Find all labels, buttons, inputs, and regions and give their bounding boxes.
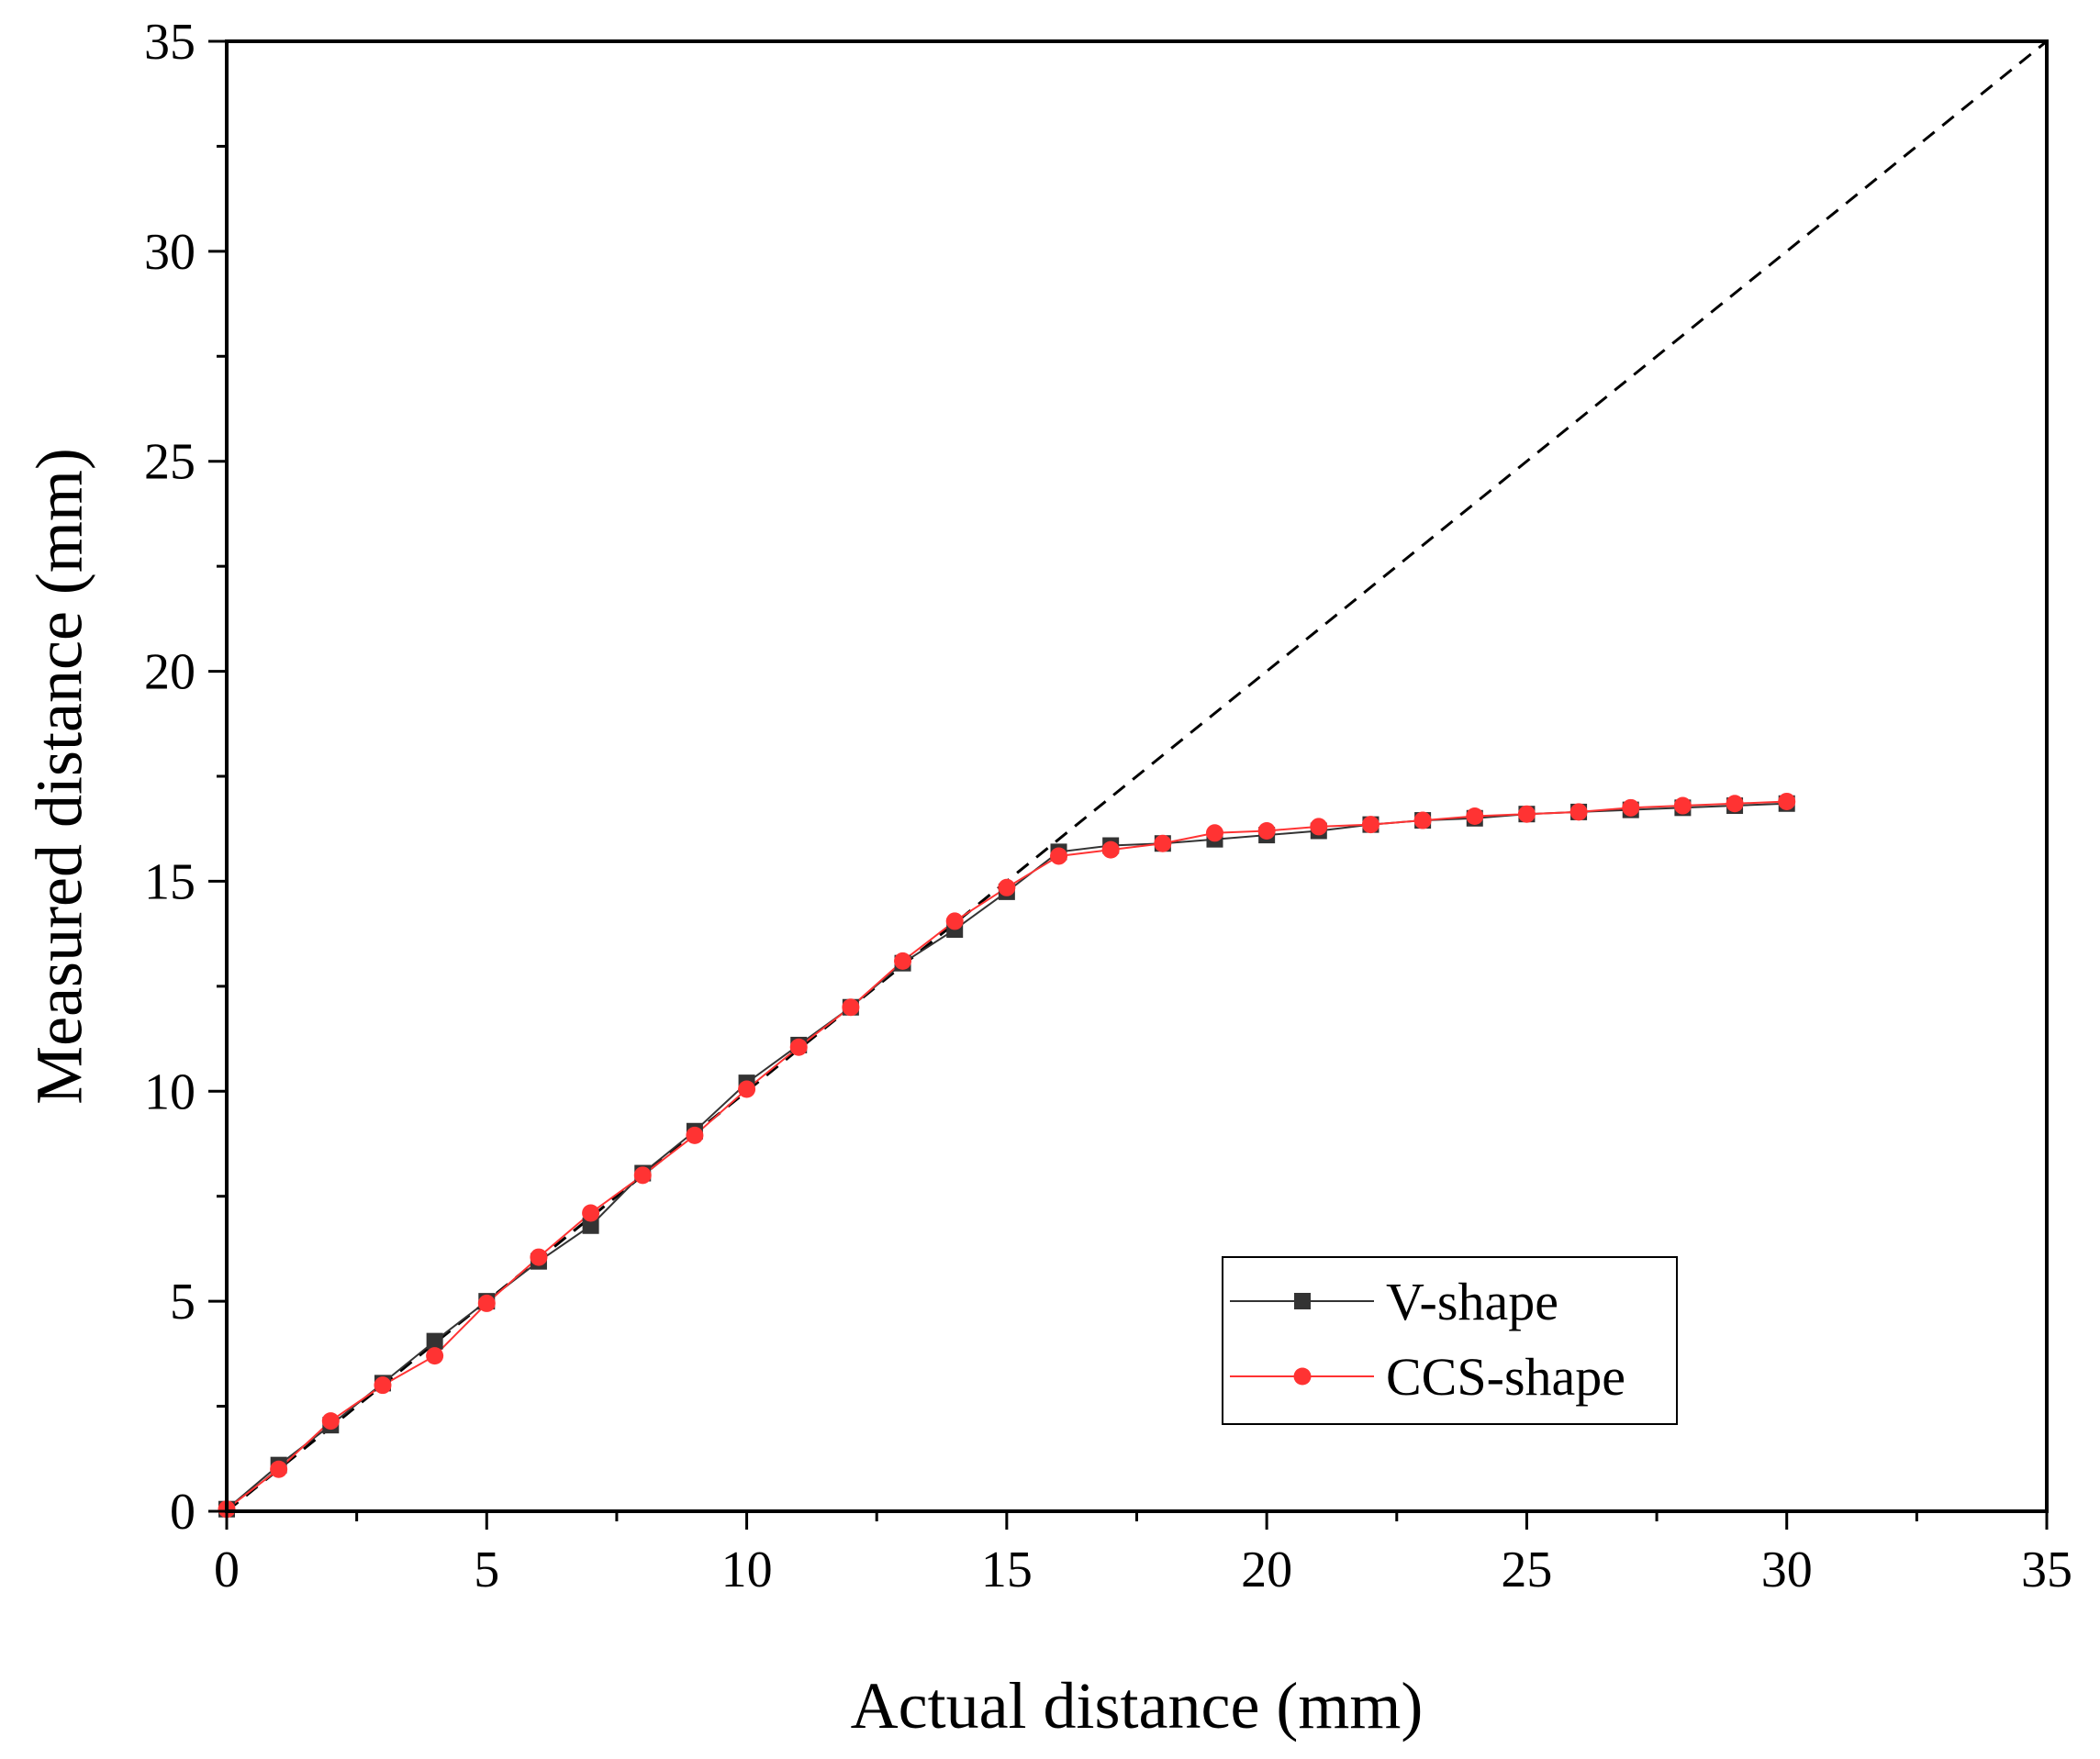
data-point-ccs-shape (1726, 795, 1744, 813)
data-point-ccs-shape (426, 1347, 444, 1365)
data-point-ccs-shape (1569, 803, 1588, 821)
y-tick-label: 0 (170, 1484, 195, 1541)
data-point-ccs-shape (477, 1294, 496, 1312)
data-point-ccs-shape (998, 878, 1016, 896)
x-tick-label: 0 (214, 1542, 240, 1598)
y-tick-label: 30 (144, 224, 195, 281)
data-point-ccs-shape (1101, 841, 1120, 859)
data-point-ccs-shape (1257, 822, 1276, 841)
data-point-ccs-shape (1205, 824, 1223, 842)
axis-ticks (208, 39, 2049, 1530)
data-point-ccs-shape (1517, 805, 1536, 823)
y-tick-label: 25 (144, 434, 195, 491)
data-point-ccs-shape (1622, 798, 1640, 817)
y-axis-title: Measured distance (mm) (23, 448, 96, 1105)
legend-box (1222, 1256, 1678, 1425)
y-tick-label: 5 (170, 1274, 195, 1330)
legend-label-v-shape: V-shape (1386, 1272, 1558, 1331)
x-tick-label: 35 (2021, 1542, 2072, 1598)
legend-marker-ccs-shape (1293, 1367, 1312, 1386)
data-point-v-shape (582, 1217, 599, 1234)
data-point-ccs-shape (321, 1412, 340, 1431)
y-tick-label: 10 (144, 1063, 195, 1120)
data-point-ccs-shape (894, 952, 912, 970)
data-point-ccs-shape (686, 1126, 704, 1144)
data-point-ccs-shape (1154, 834, 1172, 852)
x-tick-label: 25 (1501, 1542, 1552, 1598)
legend: V-shape CCS-shape (1222, 1256, 1678, 1425)
data-point-ccs-shape (842, 998, 860, 1017)
data-point-ccs-shape (1361, 816, 1380, 834)
data-point-v-shape (426, 1332, 443, 1350)
legend-marker-v-shape (1294, 1293, 1311, 1309)
data-point-ccs-shape (270, 1460, 288, 1478)
x-tick-label: 15 (981, 1542, 1033, 1598)
plot-markers (218, 792, 1796, 1519)
y-tick-label: 35 (144, 14, 195, 71)
y-tick-label: 15 (144, 853, 195, 910)
data-point-ccs-shape (945, 912, 964, 930)
x-tick-label: 20 (1241, 1542, 1292, 1598)
data-point-ccs-shape (1310, 818, 1328, 836)
data-point-ccs-shape (633, 1166, 652, 1185)
x-tick-label: 5 (474, 1542, 499, 1598)
data-point-ccs-shape (738, 1080, 756, 1098)
data-point-ccs-shape (1413, 811, 1432, 829)
data-point-ccs-shape (374, 1376, 392, 1395)
legend-label-ccs-shape: CCS-shape (1386, 1347, 1625, 1407)
reference-line (226, 39, 2048, 1513)
data-point-ccs-shape (582, 1204, 600, 1222)
data-point-ccs-shape (530, 1248, 548, 1266)
x-tick-label: 10 (721, 1542, 773, 1598)
data-point-ccs-shape (1050, 847, 1068, 865)
y-tick-label: 20 (144, 644, 195, 701)
data-point-ccs-shape (789, 1038, 808, 1056)
x-tick-label: 30 (1761, 1542, 1813, 1598)
data-point-ccs-shape (1778, 792, 1796, 810)
tick-labels: 0 5 10 15 20 25 30 35 0 5 10 15 20 25 30 35 (144, 14, 2072, 1598)
x-axis-title: Actual distance (mm) (851, 1669, 1424, 1742)
data-point-ccs-shape (1466, 807, 1484, 825)
data-point-ccs-shape (1673, 796, 1692, 815)
